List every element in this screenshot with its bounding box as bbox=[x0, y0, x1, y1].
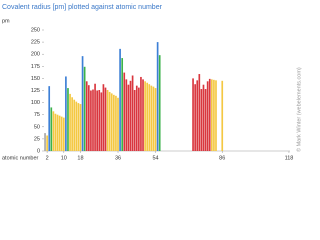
bar bbox=[115, 95, 117, 151]
y-axis-label: pm bbox=[2, 18, 10, 24]
x-tick-label: 10 bbox=[61, 155, 67, 161]
bar bbox=[156, 42, 159, 151]
bar bbox=[208, 78, 211, 151]
bar bbox=[108, 91, 111, 151]
x-tick-label: 118 bbox=[285, 155, 294, 161]
bar bbox=[67, 88, 69, 151]
y-tick-label: 0 bbox=[37, 148, 40, 154]
bar bbox=[196, 80, 199, 151]
bar bbox=[83, 66, 86, 151]
bar bbox=[50, 107, 53, 151]
x-axis-label: atomic number bbox=[2, 155, 39, 161]
bar bbox=[46, 135, 48, 151]
bar bbox=[117, 97, 119, 151]
x-tick-label: 2 bbox=[46, 155, 49, 161]
bar bbox=[146, 82, 149, 151]
bar bbox=[96, 90, 98, 151]
bar bbox=[56, 114, 59, 151]
bar bbox=[221, 80, 224, 151]
bar bbox=[144, 81, 146, 151]
bar bbox=[62, 117, 65, 151]
bar bbox=[202, 84, 205, 151]
bar bbox=[65, 76, 67, 151]
bar bbox=[48, 86, 51, 151]
y-tick-label: 150 bbox=[31, 76, 40, 82]
bar bbox=[148, 84, 151, 151]
y-tick-label: 200 bbox=[31, 52, 40, 58]
bar bbox=[44, 133, 46, 151]
x-tick-label: 36 bbox=[115, 155, 121, 161]
y-tick-label: 100 bbox=[31, 100, 40, 106]
bar bbox=[87, 85, 90, 151]
bar bbox=[79, 104, 82, 151]
bar bbox=[58, 115, 61, 151]
bar bbox=[81, 56, 84, 151]
bar bbox=[135, 85, 138, 151]
bar bbox=[154, 88, 157, 151]
bar bbox=[125, 79, 128, 151]
bar bbox=[123, 72, 126, 151]
bar bbox=[69, 93, 71, 151]
bar bbox=[213, 79, 215, 151]
bar bbox=[142, 79, 144, 151]
bar bbox=[71, 97, 73, 151]
bar bbox=[210, 79, 213, 151]
bar bbox=[102, 84, 105, 151]
y-tick-label: 175 bbox=[31, 64, 40, 70]
bar bbox=[129, 80, 132, 151]
bar bbox=[75, 101, 78, 151]
bar bbox=[92, 89, 94, 151]
bar bbox=[113, 94, 115, 151]
bar bbox=[152, 86, 155, 151]
y-tick-label: 25 bbox=[34, 136, 40, 142]
credit: © Mark Winter (webelements.com) bbox=[295, 67, 302, 152]
x-tick-label: 86 bbox=[219, 155, 225, 161]
bar bbox=[215, 80, 217, 151]
y-tick-label: 125 bbox=[31, 88, 40, 94]
bar bbox=[77, 103, 80, 151]
bar bbox=[127, 84, 130, 151]
y-tick-label: 75 bbox=[34, 112, 40, 118]
bar bbox=[90, 90, 92, 151]
bar bbox=[206, 81, 209, 151]
bar bbox=[119, 48, 121, 151]
bar bbox=[104, 87, 107, 151]
bar bbox=[192, 78, 194, 151]
bar bbox=[52, 111, 55, 151]
bar bbox=[204, 89, 207, 151]
bar bbox=[150, 85, 153, 151]
bar bbox=[100, 92, 103, 151]
bar bbox=[138, 87, 140, 151]
bar bbox=[98, 90, 101, 151]
y-tick-label: 250 bbox=[31, 27, 40, 33]
bar bbox=[110, 93, 113, 151]
bar bbox=[200, 89, 203, 151]
x-tick-label: 54 bbox=[152, 155, 158, 161]
bar bbox=[54, 113, 57, 151]
bar bbox=[131, 75, 134, 151]
y-tick-label: 225 bbox=[31, 40, 40, 46]
chart-title: Covalent radius [pm] plotted against ato… bbox=[2, 4, 163, 11]
bar bbox=[121, 58, 124, 151]
bar bbox=[133, 90, 136, 151]
chart: Covalent radius [pm] plotted against ato… bbox=[2, 4, 302, 162]
bar bbox=[106, 90, 109, 151]
bar bbox=[198, 74, 201, 151]
bar bbox=[194, 84, 196, 151]
bar bbox=[158, 55, 161, 151]
bar bbox=[73, 99, 76, 151]
y-tick-label: 50 bbox=[34, 124, 40, 130]
bar bbox=[140, 76, 142, 151]
bar bbox=[94, 83, 96, 151]
bar bbox=[60, 116, 63, 151]
x-tick-label: 18 bbox=[77, 155, 83, 161]
bar bbox=[85, 81, 88, 151]
